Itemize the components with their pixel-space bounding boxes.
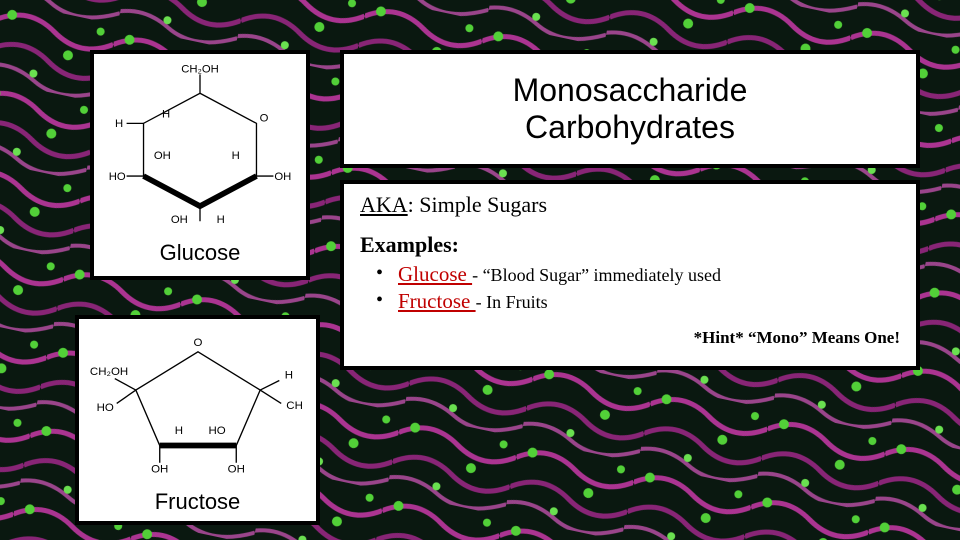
body-panel: AKA: Simple Sugars Examples: Glucose - “… — [340, 180, 920, 370]
svg-text:HO: HO — [109, 171, 126, 183]
fructose-caption: Fructose — [155, 485, 241, 521]
example-keyword: Fructose — [398, 289, 476, 313]
svg-text:H: H — [232, 150, 240, 162]
svg-text:H: H — [162, 109, 170, 121]
title-line-2: Carbohydrates — [525, 109, 735, 145]
svg-text:O: O — [260, 112, 269, 124]
svg-text:OH: OH — [151, 463, 168, 475]
glucose-caption: Glucose — [160, 236, 241, 276]
svg-text:OH: OH — [274, 171, 291, 183]
fructose-structure-diagram: O CH₂OH HO H CH OH OH H HO — [79, 319, 316, 485]
example-item-glucose: Glucose - “Blood Sugar” immediately used — [398, 262, 900, 287]
title-line-1: Monosaccharide — [513, 72, 748, 108]
example-keyword: Glucose — [398, 262, 472, 286]
svg-text:CH₂OH: CH₂OH — [181, 65, 219, 76]
svg-text:O: O — [193, 337, 202, 349]
svg-text:CH₂OH: CH₂OH — [89, 365, 127, 377]
slide-title: Monosaccharide Carbohydrates — [513, 72, 748, 146]
svg-text:H: H — [174, 425, 182, 437]
aka-text: : Simple Sugars — [408, 192, 547, 217]
svg-text:HO: HO — [208, 425, 225, 437]
fructose-diagram-card: O CH₂OH HO H CH OH OH H HO Fructose — [75, 315, 320, 525]
example-desc: - “Blood Sugar” immediately used — [472, 265, 721, 285]
glucose-structure-diagram: O CH₂OH H HO OH OH H H OH H — [94, 54, 306, 236]
svg-text:OH: OH — [171, 214, 188, 225]
hint-text: *Hint* “Mono” Means One! — [360, 328, 900, 348]
examples-list: Glucose - “Blood Sugar” immediately used… — [360, 262, 900, 314]
svg-text:H: H — [115, 118, 123, 130]
svg-text:HO: HO — [96, 402, 113, 414]
svg-text:H: H — [217, 214, 225, 225]
svg-text:H: H — [284, 369, 292, 381]
title-panel: Monosaccharide Carbohydrates — [340, 50, 920, 168]
example-desc: - In Fruits — [476, 292, 548, 312]
svg-text:OH: OH — [154, 150, 171, 162]
svg-text:OH: OH — [227, 463, 244, 475]
example-item-fructose: Fructose - In Fruits — [398, 289, 900, 314]
aka-label: AKA — [360, 192, 408, 217]
svg-text:CH: CH — [286, 400, 303, 412]
aka-line: AKA: Simple Sugars — [360, 192, 900, 218]
glucose-diagram-card: O CH₂OH H HO OH OH H H OH H Glucose — [90, 50, 310, 280]
examples-label: Examples: — [360, 232, 900, 258]
